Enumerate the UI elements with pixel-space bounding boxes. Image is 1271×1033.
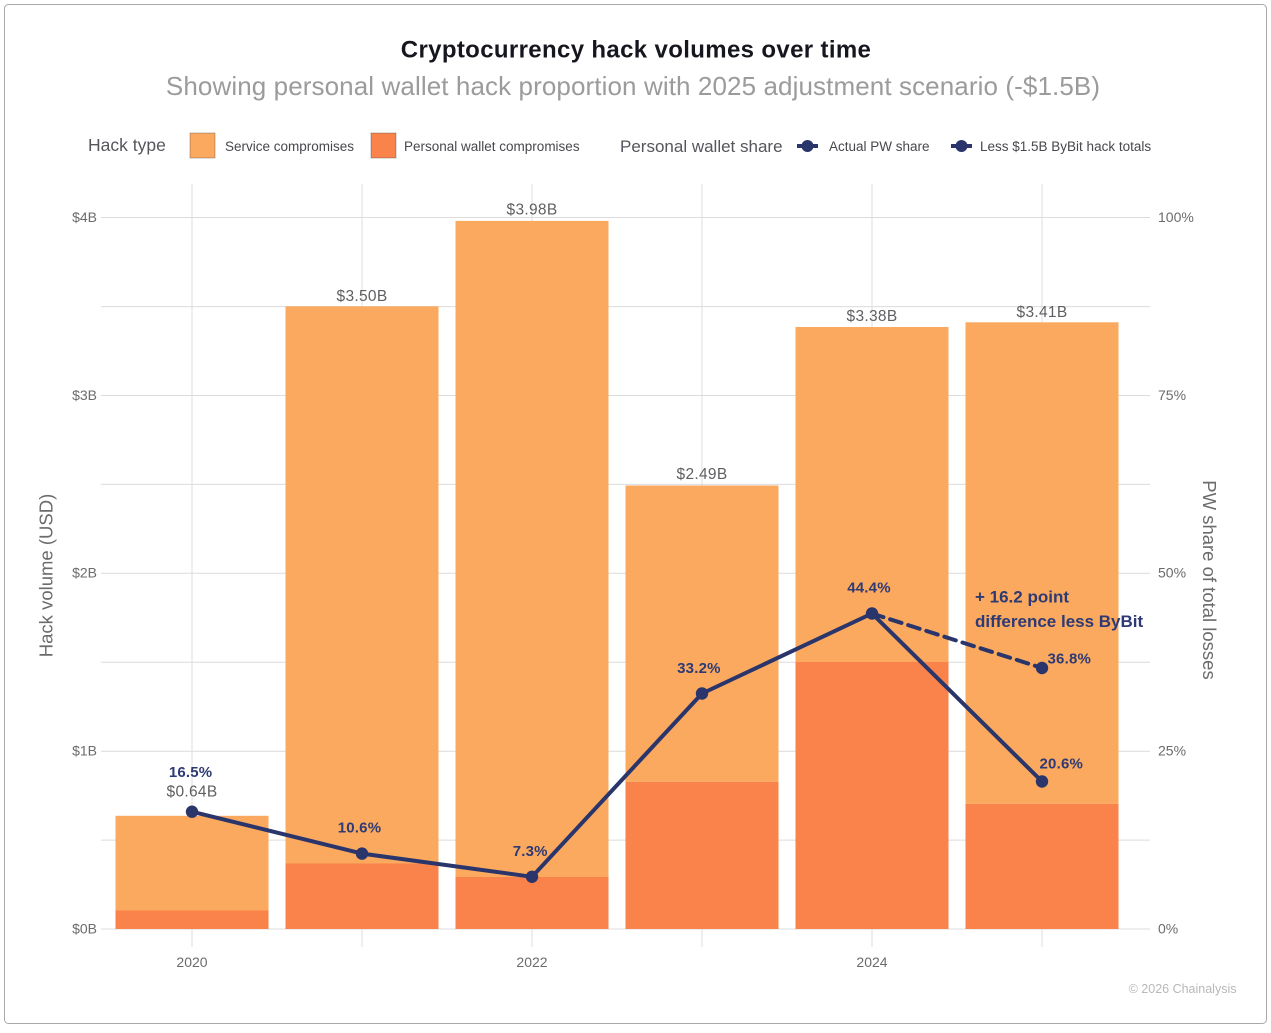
- svg-text:100%: 100%: [1158, 209, 1194, 225]
- svg-text:50%: 50%: [1158, 565, 1186, 581]
- svg-text:$3B: $3B: [72, 387, 97, 403]
- svg-text:Cryptocurrency hack volumes ov: Cryptocurrency hack volumes over time: [401, 37, 871, 64]
- svg-text:Service compromises: Service compromises: [225, 139, 354, 154]
- svg-text:© 2026 Chainalysis: © 2026 Chainalysis: [1129, 982, 1237, 996]
- svg-text:PW share of total losses: PW share of total losses: [1199, 480, 1220, 679]
- svg-text:33.2%: 33.2%: [677, 660, 721, 677]
- svg-text:20.6%: 20.6%: [1040, 756, 1084, 773]
- svg-text:2022: 2022: [516, 954, 547, 970]
- svg-text:10.6%: 10.6%: [338, 820, 382, 837]
- svg-text:difference less ByBit: difference less ByBit: [975, 612, 1144, 631]
- svg-text:+ 16.2 point: + 16.2 point: [975, 588, 1069, 607]
- svg-text:75%: 75%: [1158, 387, 1186, 403]
- svg-text:2024: 2024: [856, 954, 887, 970]
- svg-text:Less $1.5B ByBit hack totals: Less $1.5B ByBit hack totals: [980, 139, 1151, 154]
- svg-text:Hack volume (USD): Hack volume (USD): [35, 494, 56, 657]
- svg-text:Hack type: Hack type: [88, 135, 166, 155]
- svg-text:$1B: $1B: [72, 743, 97, 759]
- svg-text:7.3%: 7.3%: [513, 843, 548, 860]
- svg-text:2020: 2020: [176, 954, 207, 970]
- svg-text:Actual PW share: Actual PW share: [829, 139, 930, 154]
- svg-text:Showing personal wallet hack p: Showing personal wallet hack proportion …: [166, 71, 1100, 101]
- svg-text:$2.49B: $2.49B: [677, 466, 728, 483]
- svg-text:16.5%: 16.5%: [169, 764, 213, 781]
- svg-text:0%: 0%: [1158, 921, 1178, 937]
- svg-text:25%: 25%: [1158, 743, 1186, 759]
- svg-text:36.8%: 36.8%: [1048, 650, 1092, 667]
- svg-text:$0.64B: $0.64B: [167, 784, 218, 801]
- svg-text:Personal wallet share: Personal wallet share: [620, 137, 783, 156]
- svg-text:$3.50B: $3.50B: [337, 288, 388, 305]
- svg-text:$3.98B: $3.98B: [507, 201, 558, 218]
- svg-text:$3.38B: $3.38B: [847, 308, 898, 325]
- svg-text:Personal wallet compromises: Personal wallet compromises: [404, 139, 580, 154]
- svg-text:$2B: $2B: [72, 565, 97, 581]
- svg-text:$4B: $4B: [72, 209, 97, 225]
- svg-text:$0B: $0B: [72, 921, 97, 937]
- svg-text:44.4%: 44.4%: [847, 580, 891, 597]
- svg-text:$3.41B: $3.41B: [1017, 304, 1068, 321]
